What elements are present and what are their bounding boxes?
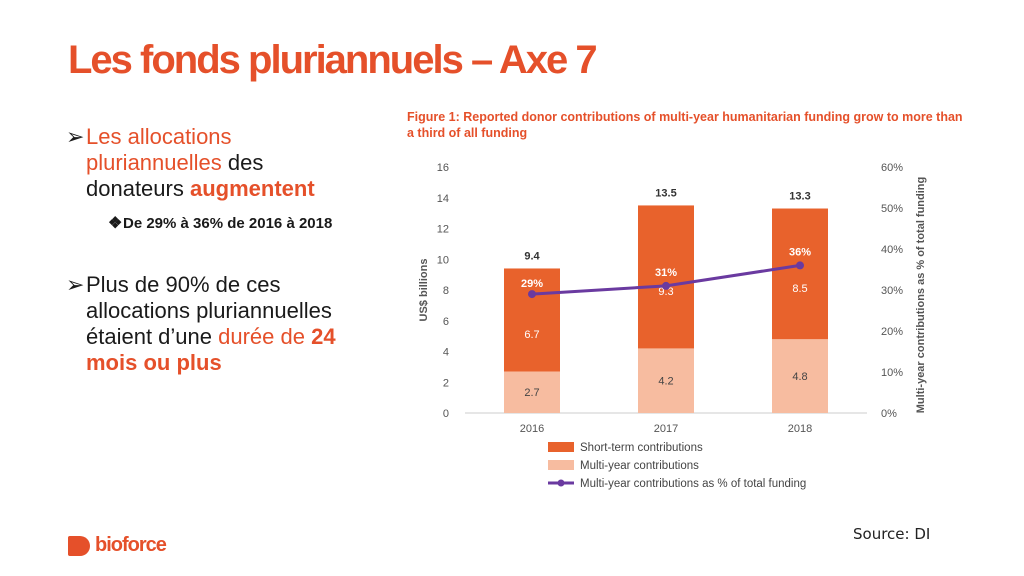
bar-multi-year bbox=[638, 348, 694, 413]
bullet-1-text-d: donateurs bbox=[86, 176, 190, 201]
y-tick-label: 2 bbox=[443, 377, 449, 389]
bar-label-short-term: 8.5 bbox=[792, 283, 807, 295]
bullet-2-text-c: étaient d’une bbox=[86, 324, 219, 349]
slide-title: Les fonds pluriannuels – Axe 7 bbox=[68, 38, 598, 82]
y2-tick-label: 10% bbox=[881, 367, 903, 379]
bullet-2-text-e: 24 bbox=[311, 324, 336, 349]
line-point-label: 31% bbox=[655, 267, 677, 279]
sub-bullet-text: De 29% à 36% de 2016 à 2018 bbox=[123, 215, 333, 232]
line-point bbox=[528, 290, 536, 299]
y-tick-label: 4 bbox=[443, 347, 449, 359]
sub-bullet: ❖ De 29% à 36% de 2016 à 2018 bbox=[66, 214, 386, 234]
bar-short-term bbox=[772, 208, 828, 340]
line-point-label: 36% bbox=[789, 246, 811, 258]
line-point bbox=[662, 281, 670, 290]
y2-tick-label: 0% bbox=[881, 408, 897, 420]
bullet-list: ➢ Les allocations pluriannuelles des don… bbox=[66, 124, 386, 376]
legend-swatch-short-term bbox=[548, 442, 574, 452]
y-axis-title: US$ billions bbox=[418, 259, 430, 322]
bar-short-term bbox=[638, 205, 694, 349]
logo-text: bioforce bbox=[95, 534, 167, 556]
bar-multi-year bbox=[772, 339, 828, 413]
bar-multi-year bbox=[504, 371, 560, 413]
bar-label-short-term: 6.7 bbox=[524, 329, 539, 341]
bullet-2-text-b: allocations pluriannuelles bbox=[86, 298, 332, 323]
bullet-1: ➢ Les allocations pluriannuelles des don… bbox=[66, 124, 386, 202]
bar-line-chart: 0 2 4 6 8 10 12 14 16 0% 10% 20% 30% 40% 50% 60% US$ bil… bbox=[418, 162, 927, 490]
bullet-2: ➢ Plus de 90% de ces allocations plurian… bbox=[66, 272, 386, 376]
y2-tick-label: 30% bbox=[881, 285, 903, 297]
arrow-bullet-icon: ➢ bbox=[66, 124, 85, 149]
y2-tick-label: 40% bbox=[881, 244, 903, 256]
bar-total-label: 13.5 bbox=[655, 187, 676, 199]
bullet-2-text-d: durée de bbox=[218, 324, 312, 349]
legend-swatch-line-marker bbox=[557, 479, 565, 487]
bullet-1-text-b: pluriannuelles bbox=[86, 150, 222, 175]
y2-tick-label: 50% bbox=[881, 203, 903, 215]
arrow-bullet-icon: ➢ bbox=[66, 272, 85, 297]
bar-label-multi-year: 2.7 bbox=[524, 387, 539, 399]
legend-swatch-multi-year bbox=[548, 460, 574, 470]
legend-label-line: Multi-year contributions as % of total f… bbox=[580, 478, 806, 490]
y-tick-label: 0 bbox=[443, 408, 449, 420]
y-tick-label: 12 bbox=[437, 224, 449, 236]
y-tick-label: 14 bbox=[437, 193, 449, 205]
bar-label-multi-year: 4.8 bbox=[792, 371, 807, 383]
logo-mark-icon bbox=[68, 535, 90, 556]
y-tick-label: 8 bbox=[443, 285, 449, 297]
source-note: Source: DI bbox=[853, 525, 931, 543]
bar-total-label: 9.4 bbox=[524, 250, 540, 262]
bar-label-multi-year: 4.2 bbox=[658, 376, 673, 388]
x-tick-label: 2017 bbox=[654, 423, 678, 435]
y-tick-label: 16 bbox=[437, 162, 449, 174]
bar-label-short-term: 9.3 bbox=[658, 286, 673, 298]
y2-axis-title: Multi-year contributions as % of total f… bbox=[915, 177, 927, 414]
bioforce-logo: bioforce bbox=[68, 534, 167, 557]
y2-tick-label: 60% bbox=[881, 162, 903, 174]
x-tick-label: 2018 bbox=[788, 423, 812, 435]
bullet-2-text-a: Plus de 90% de ces bbox=[86, 272, 281, 297]
y-tick-label: 6 bbox=[443, 316, 449, 328]
diamond-bullet-icon: ❖ bbox=[108, 215, 123, 232]
legend-label-short-term: Short-term contributions bbox=[580, 442, 703, 454]
bullet-1-text-e: augmentent bbox=[189, 176, 315, 201]
y-tick-label: 10 bbox=[437, 254, 449, 266]
bullet-1-text-c: des bbox=[221, 150, 264, 175]
line-point bbox=[796, 261, 804, 270]
x-tick-label: 2016 bbox=[520, 423, 544, 435]
bar-short-term bbox=[504, 268, 560, 372]
bar-total-label: 13.3 bbox=[789, 191, 810, 203]
legend-label-multi-year: Multi-year contributions bbox=[580, 460, 699, 472]
bullet-1-text-a: Les allocations bbox=[86, 124, 232, 149]
line-point-label: 29% bbox=[521, 278, 543, 290]
figure-title: Figure 1: Reported donor contributions o… bbox=[407, 110, 963, 140]
y2-tick-label: 20% bbox=[881, 326, 903, 338]
bullet-2-text-f: mois ou plus bbox=[86, 350, 222, 375]
